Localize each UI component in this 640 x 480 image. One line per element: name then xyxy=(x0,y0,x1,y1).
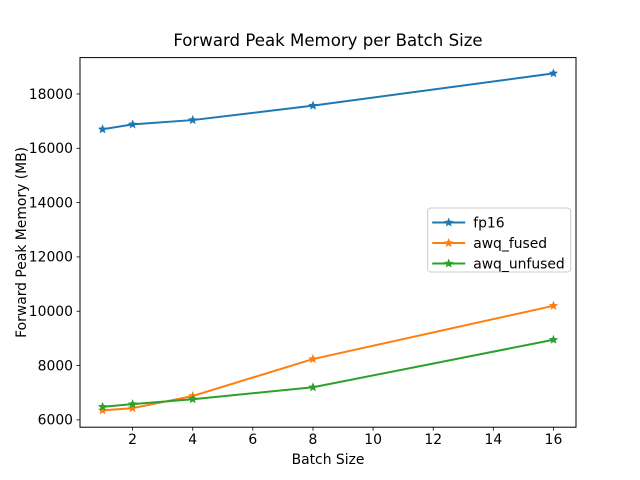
legend-marker-awq_unfused xyxy=(443,258,454,268)
x-tick-label: 12 xyxy=(424,432,442,448)
data-point-marker-awq_fused xyxy=(548,300,559,310)
data-point-marker-awq_unfused xyxy=(548,334,559,344)
data-point-marker-awq_unfused xyxy=(97,401,108,411)
data-point-marker-awq_unfused xyxy=(127,399,138,409)
y-tick-label: 8000 xyxy=(38,358,73,374)
y-tick-label: 18000 xyxy=(29,87,73,103)
legend-label-awq_unfused: awq_unfused xyxy=(473,257,565,273)
data-point-marker-awq_unfused xyxy=(308,382,318,392)
data-point-marker-awq_fused xyxy=(127,403,138,413)
x-tick-label: 2 xyxy=(128,432,137,448)
legend-label-awq_fused: awq_fused xyxy=(473,236,547,252)
data-point-marker-awq_fused xyxy=(97,405,108,415)
y-tick-label: 16000 xyxy=(29,141,73,157)
x-tick-label: 6 xyxy=(248,432,257,448)
legend-box xyxy=(427,207,572,273)
legend-marker-awq_fused xyxy=(443,238,454,248)
legend-marker-fp16 xyxy=(443,217,454,227)
y-tick-label: 6000 xyxy=(38,413,73,429)
chart-title: Forward Peak Memory per Batch Size xyxy=(173,31,482,50)
data-point-marker-awq_unfused xyxy=(187,394,198,404)
x-tick-label: 14 xyxy=(484,432,502,448)
data-point-marker-awq_fused xyxy=(308,354,318,364)
data-point-marker-fp16 xyxy=(127,119,138,129)
x-tick-label: 8 xyxy=(309,432,318,448)
data-point-marker-fp16 xyxy=(548,68,559,78)
y-tick-label: 14000 xyxy=(29,195,73,211)
legend-label-fp16: fp16 xyxy=(473,216,504,232)
x-axis-label: Batch Size xyxy=(292,452,365,468)
y-tick-label: 10000 xyxy=(29,304,73,320)
x-tick-label: 4 xyxy=(188,432,197,448)
y-axis-label: Forward Peak Memory (MB) xyxy=(14,147,30,338)
data-point-marker-fp16 xyxy=(308,100,318,110)
y-tick-label: 12000 xyxy=(29,250,73,266)
data-point-marker-fp16 xyxy=(97,124,108,134)
x-tick-label: 10 xyxy=(364,432,382,448)
data-point-marker-fp16 xyxy=(187,115,198,125)
x-tick-label: 16 xyxy=(545,432,563,448)
